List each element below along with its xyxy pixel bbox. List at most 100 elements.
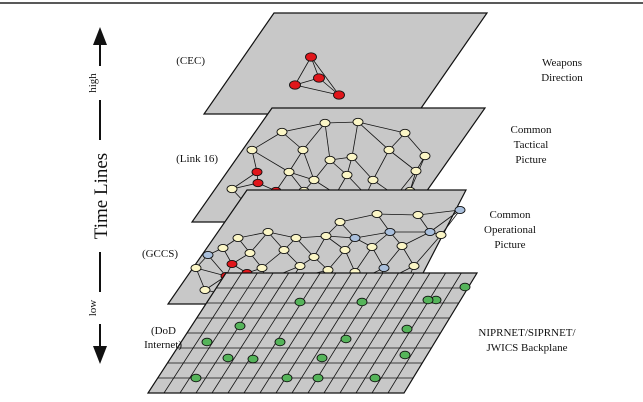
network-node (308, 252, 320, 262)
network-link (357, 121, 406, 134)
network-link (413, 234, 442, 267)
network-node (419, 151, 431, 161)
network-node (247, 354, 259, 364)
network-node (305, 52, 317, 62)
layer-name-line: Common (490, 209, 531, 221)
network-link (404, 132, 426, 157)
network-node (283, 167, 295, 177)
network-link (383, 245, 403, 269)
network-link (249, 231, 269, 254)
network-node (297, 145, 309, 155)
time-lines-gap (84, 140, 116, 252)
network-node (294, 297, 306, 307)
network-node (422, 295, 434, 305)
network-link (302, 122, 326, 151)
network-node (435, 230, 447, 240)
network-node (222, 353, 234, 363)
network-node (410, 166, 422, 176)
arrow-up-icon (93, 27, 107, 45)
layer-network-backplane (190, 282, 471, 383)
system-label-gccs: (GCCS) (142, 248, 178, 260)
network-link (294, 84, 340, 96)
network-link (294, 56, 312, 86)
network-link (207, 254, 227, 277)
network-link (351, 121, 359, 158)
layer-network-weapons (289, 52, 345, 100)
layer-name-weapons: Weapons Direction (541, 57, 583, 84)
layer-name-line: Tactical (514, 139, 549, 151)
network-node (294, 261, 306, 271)
network-node (459, 282, 471, 292)
network-node (290, 233, 302, 243)
network-node (316, 353, 328, 363)
layer-name-line: Operational (484, 224, 536, 236)
layer-name-operational: Common Operational Picture (484, 209, 536, 251)
system-label-dod-line2: Internet) (144, 339, 182, 351)
network-node (454, 205, 466, 215)
network-node (313, 73, 325, 83)
layer-name-line: Weapons (542, 57, 582, 69)
network-node (412, 210, 424, 220)
layer-name-line: Picture (494, 239, 525, 251)
network-node (333, 90, 345, 100)
network-node (232, 233, 244, 243)
network-link (324, 122, 331, 161)
layer-name-line: JWICS Backplane (487, 342, 568, 354)
network-link (281, 122, 326, 133)
layer-name-backplane: NIPRNET/SIPRNET/ JWICS Backplane (478, 327, 576, 354)
network-node (244, 248, 256, 258)
high-label-gap (88, 66, 112, 100)
network-node (408, 261, 420, 271)
time-axis: high Time Lines low (84, 27, 116, 364)
network-node (401, 324, 413, 334)
arrow-down-icon (93, 346, 107, 364)
system-label-dod-line1: (DoD (151, 325, 176, 337)
network-link (324, 121, 359, 124)
network-node (274, 337, 286, 347)
network-link (417, 209, 461, 216)
network-node (256, 263, 268, 273)
network-node (399, 350, 411, 360)
network-node (352, 117, 364, 127)
low-label: low (87, 300, 99, 317)
network-node (340, 334, 352, 344)
layer-plane-weapons (202, 12, 489, 115)
network-node (289, 80, 301, 90)
network-node (262, 227, 274, 237)
layer-name-line: Common (511, 124, 552, 136)
network-node (399, 128, 411, 138)
network-link (357, 121, 390, 151)
network-node (281, 373, 293, 383)
network-node (320, 231, 332, 241)
network-link (231, 171, 258, 190)
network-node (226, 259, 238, 269)
network-node (278, 245, 290, 255)
network-node (324, 155, 336, 165)
network-node (346, 152, 358, 162)
network-node (378, 263, 390, 273)
network-link (354, 231, 391, 239)
network-node (199, 285, 211, 295)
layer-name-line: Picture (515, 154, 546, 166)
network-node (367, 175, 379, 185)
network-node (312, 373, 324, 383)
network-link (401, 231, 431, 247)
network-node (396, 241, 408, 251)
network-node (356, 297, 368, 307)
network-node (252, 178, 264, 188)
network-node (190, 373, 202, 383)
layer-name-line: Direction (541, 72, 583, 84)
network-link (440, 209, 461, 236)
low-label-gap (88, 292, 112, 324)
network-link (429, 209, 461, 233)
network-link (376, 213, 419, 216)
network-node (246, 145, 258, 155)
network-node (251, 167, 263, 177)
network-node (383, 145, 395, 155)
layer-name-tactical: Common Tactical Picture (511, 124, 552, 166)
layer-name-line: NIPRNET/SIPRNET/ (478, 327, 576, 339)
network-link (388, 149, 417, 172)
network-node (424, 227, 436, 237)
network-node (369, 373, 381, 383)
